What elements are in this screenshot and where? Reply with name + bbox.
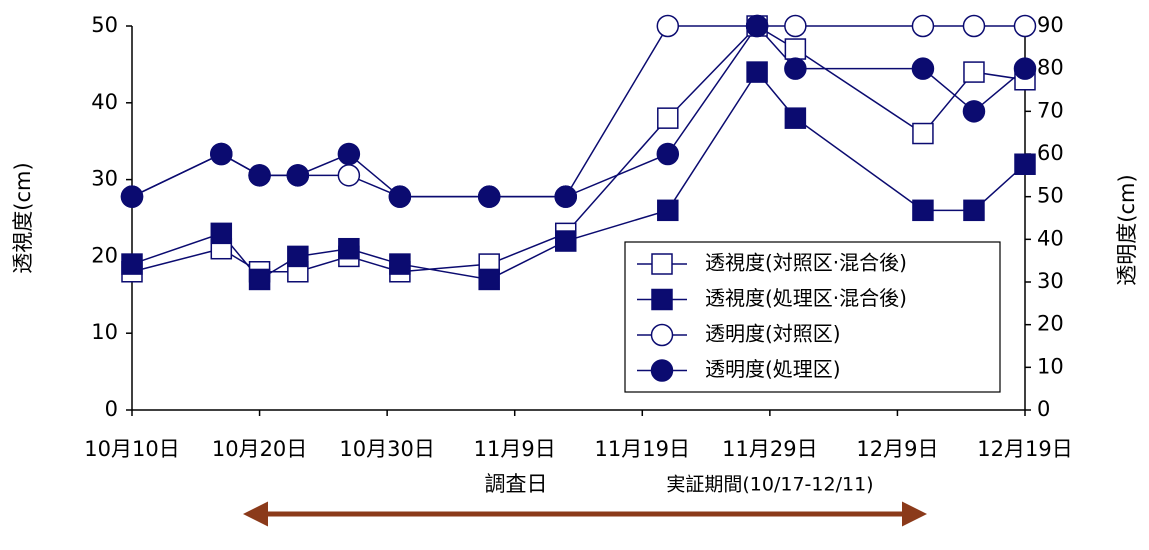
y-tick-label: 0 bbox=[105, 397, 118, 421]
y-tick-label: 40 bbox=[91, 90, 118, 114]
point bbox=[120, 185, 144, 208]
y2-tick-label: 10 bbox=[1037, 354, 1064, 378]
point bbox=[337, 142, 361, 166]
legend-marker bbox=[650, 359, 674, 382]
point bbox=[784, 57, 807, 80]
y2-axis-label: 透明度(cm) bbox=[1115, 174, 1139, 285]
point bbox=[1014, 153, 1036, 175]
y-tick-label: 10 bbox=[91, 320, 118, 344]
point bbox=[963, 61, 985, 83]
y2-tick-label: 50 bbox=[1037, 184, 1064, 208]
annotation: 実証期間(10/17-12/11) bbox=[666, 474, 873, 496]
legend-label: 透視度(対照区·混合後) bbox=[705, 251, 907, 275]
point bbox=[210, 142, 233, 166]
y-tick-label: 30 bbox=[91, 167, 118, 191]
y2-tick-label: 40 bbox=[1037, 226, 1064, 250]
series-line bbox=[131, 25, 1026, 273]
point bbox=[1013, 14, 1037, 38]
legend-box bbox=[624, 241, 1001, 393]
y2-tick-label: 90 bbox=[1037, 13, 1064, 37]
point bbox=[287, 245, 309, 268]
y-axis-label: 透視度(cm) bbox=[11, 162, 35, 273]
point bbox=[1013, 57, 1037, 80]
point bbox=[784, 38, 807, 60]
point bbox=[478, 268, 500, 291]
point bbox=[248, 268, 271, 291]
x-tick-label: 11月19日 bbox=[595, 437, 690, 461]
legend-marker bbox=[651, 253, 673, 275]
point bbox=[389, 253, 411, 275]
legend-marker bbox=[651, 288, 673, 311]
point bbox=[286, 164, 310, 187]
point bbox=[962, 14, 986, 38]
point bbox=[477, 185, 501, 208]
point bbox=[912, 122, 934, 145]
y2-tick-label: 60 bbox=[1037, 141, 1064, 165]
point bbox=[338, 237, 360, 260]
point bbox=[554, 230, 577, 252]
x-tick-label: 12月19日 bbox=[977, 437, 1072, 461]
x-tick-label: 12月9日 bbox=[856, 437, 938, 461]
y-tick-label: 20 bbox=[91, 243, 118, 267]
y2-tick-label: 80 bbox=[1037, 56, 1064, 80]
y2-tick-label: 30 bbox=[1037, 269, 1064, 293]
x-tick-label: 11月9日 bbox=[474, 437, 556, 461]
point bbox=[962, 100, 986, 123]
legend-label: 透視度(処理区·混合後) bbox=[705, 286, 907, 310]
legend-label: 透明度(対照区) bbox=[705, 322, 841, 346]
point bbox=[554, 185, 577, 208]
point bbox=[657, 107, 679, 129]
point bbox=[121, 253, 143, 275]
x-tick-label: 10月10日 bbox=[84, 437, 179, 461]
x-tick-label: 10月20日 bbox=[212, 437, 307, 461]
legend-label: 透明度(処理区) bbox=[705, 357, 841, 381]
point bbox=[911, 57, 935, 80]
point bbox=[963, 199, 985, 222]
x-tick-label: 10月30日 bbox=[339, 437, 434, 461]
point bbox=[210, 222, 233, 245]
point bbox=[657, 199, 679, 222]
point bbox=[911, 14, 935, 38]
point bbox=[745, 14, 769, 38]
point bbox=[248, 164, 271, 187]
x-axis-label: 調査日 bbox=[485, 472, 548, 496]
point bbox=[656, 14, 680, 38]
point bbox=[337, 164, 361, 187]
point bbox=[784, 107, 807, 129]
y2-tick-label: 70 bbox=[1037, 98, 1064, 122]
point bbox=[784, 14, 807, 38]
legend-marker bbox=[650, 323, 674, 347]
x-tick-label: 11月29日 bbox=[722, 437, 817, 461]
y-tick-label: 50 bbox=[91, 13, 118, 37]
point bbox=[912, 199, 934, 222]
point bbox=[746, 61, 768, 83]
y2-tick-label: 0 bbox=[1037, 397, 1050, 421]
point bbox=[656, 142, 680, 166]
point bbox=[388, 185, 412, 208]
y2-tick-label: 20 bbox=[1037, 312, 1064, 336]
